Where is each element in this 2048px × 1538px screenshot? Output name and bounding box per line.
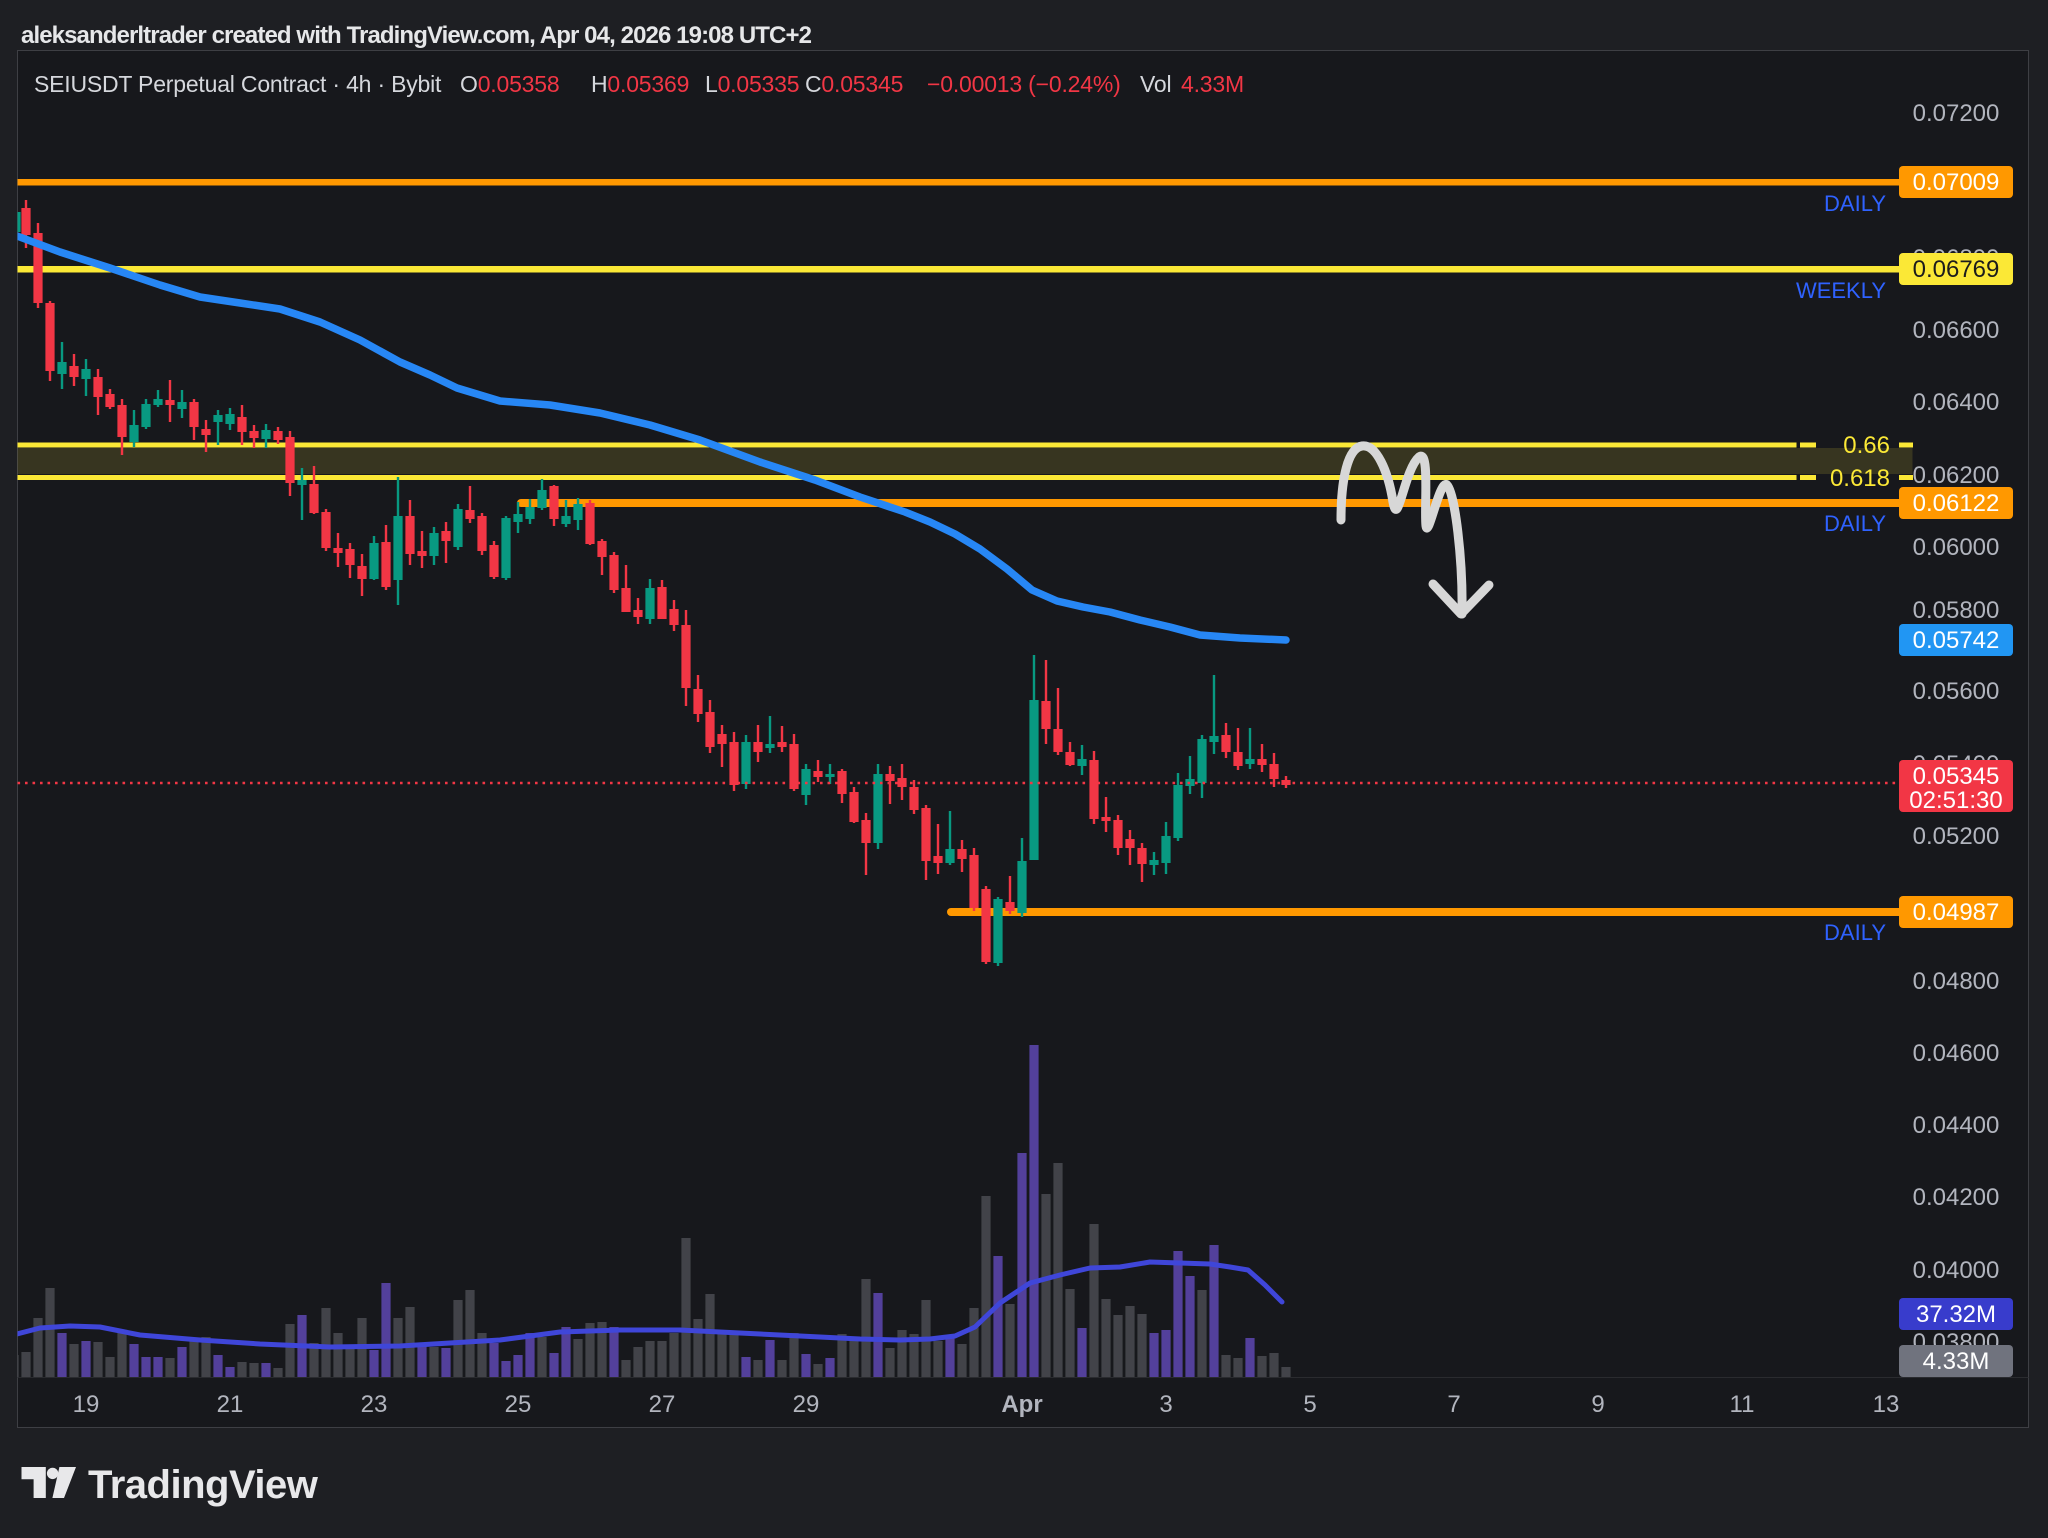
svg-text:0.05600: 0.05600 (1913, 678, 2000, 705)
svg-text:29: 29 (793, 1391, 820, 1418)
svg-text:0.04800: 0.04800 (1913, 968, 2000, 995)
svg-text:0.04000: 0.04000 (1913, 1257, 2000, 1284)
svg-text:02:51:30: 02:51:30 (1909, 787, 2002, 814)
svg-text:4.33M: 4.33M (1923, 1348, 1990, 1375)
svg-text:DAILY: DAILY (1824, 511, 1886, 536)
svg-text:0.05800: 0.05800 (1913, 597, 2000, 624)
svg-text:5: 5 (1303, 1391, 1316, 1418)
svg-text:3: 3 (1159, 1391, 1172, 1418)
svg-text:13: 13 (1873, 1391, 1900, 1418)
svg-text:0.04987: 0.04987 (1913, 899, 2000, 926)
svg-text:0.06200: 0.06200 (1913, 462, 2000, 489)
svg-text:aleksanderltrader created with: aleksanderltrader created with TradingVi… (21, 22, 812, 49)
svg-text:21: 21 (217, 1391, 244, 1418)
svg-text:0.06600: 0.06600 (1913, 317, 2000, 344)
svg-text:0.05345: 0.05345 (1913, 763, 2000, 790)
svg-text:11: 11 (1730, 1391, 1755, 1418)
svg-text:0.04600: 0.04600 (1913, 1040, 2000, 1067)
svg-text:0.07009: 0.07009 (1913, 169, 2000, 196)
svg-text:0.06122: 0.06122 (1913, 490, 2000, 517)
svg-text:9: 9 (1591, 1391, 1604, 1418)
svg-text:0.06400: 0.06400 (1913, 389, 2000, 416)
svg-text:DAILY: DAILY (1824, 920, 1886, 945)
svg-text:0.618: 0.618 (1830, 465, 1890, 492)
svg-text:0.06769: 0.06769 (1913, 256, 2000, 283)
svg-text:0.05742: 0.05742 (1913, 627, 2000, 654)
svg-text:WEEKLY: WEEKLY (1796, 278, 1886, 303)
svg-text:19: 19 (73, 1391, 100, 1418)
svg-text:SEIUSDT Perpetual Contract · 4: SEIUSDT Perpetual Contract · 4h · Bybit O… (34, 71, 1244, 97)
svg-text:0.66: 0.66 (1843, 432, 1890, 459)
svg-text:7: 7 (1447, 1391, 1460, 1418)
svg-text:0.05200: 0.05200 (1913, 823, 2000, 850)
svg-text:Apr: Apr (1001, 1391, 1042, 1418)
svg-text:0.06000: 0.06000 (1913, 534, 2000, 561)
svg-text:27: 27 (649, 1391, 676, 1418)
svg-text:23: 23 (361, 1391, 388, 1418)
svg-text:0.04200: 0.04200 (1913, 1184, 2000, 1211)
svg-text:DAILY: DAILY (1824, 191, 1886, 216)
svg-text:0.07200: 0.07200 (1913, 100, 2000, 127)
svg-text:25: 25 (505, 1391, 532, 1418)
svg-text:37.32M: 37.32M (1916, 1301, 1996, 1328)
svg-text:TradingView: TradingView (88, 1463, 319, 1507)
svg-text:0.04400: 0.04400 (1913, 1112, 2000, 1139)
